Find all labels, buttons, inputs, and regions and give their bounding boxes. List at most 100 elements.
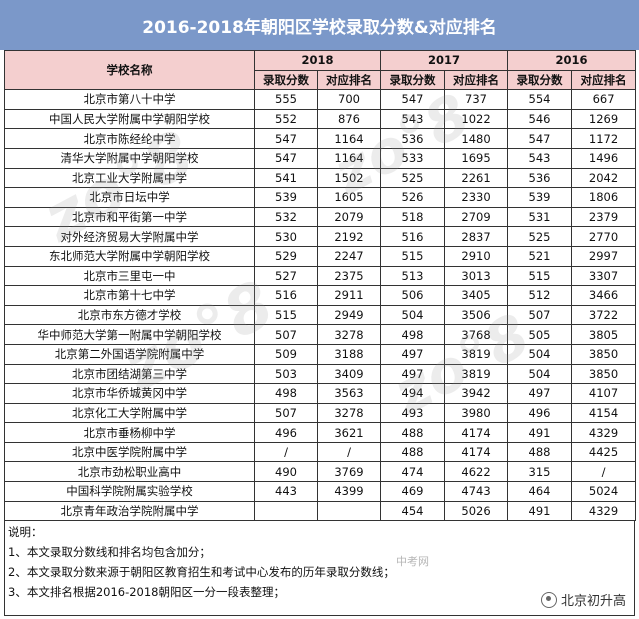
rank-2017-cell: 1695 bbox=[444, 147, 509, 169]
score-2016-cell: 525 bbox=[507, 226, 573, 247]
table-row: 北京青年政治学院附属中学 454 5026 491 4329 bbox=[4, 500, 637, 522]
rank-2018-cell: 3278 bbox=[316, 324, 382, 345]
rank-2017-cell: 4743 bbox=[444, 481, 509, 502]
table-row: 北京市和平街第一中学 532 2079 518 2709 531 2379 bbox=[4, 206, 637, 228]
score-2016-cell: 512 bbox=[507, 285, 573, 306]
score-2018-cell: 541 bbox=[254, 167, 318, 189]
rank-2016-cell: 4329 bbox=[571, 422, 637, 443]
rank-2018-cell: 2192 bbox=[316, 226, 382, 247]
rank-2016-cell: 4107 bbox=[571, 383, 637, 404]
school-name-header: 学校名称 bbox=[4, 49, 255, 91]
note-line: 2、本文录取分数来源于朝阳区教育招生和考试中心发布的历年录取分数线； bbox=[8, 565, 395, 579]
rank-2017-cell: 3768 bbox=[444, 324, 509, 345]
score-2017-cell: 474 bbox=[380, 461, 446, 483]
school-name-cell: 北京化工大学附属中学 bbox=[4, 402, 255, 424]
score-2017-cell: 454 bbox=[380, 500, 446, 522]
score-2016-cell: 497 bbox=[507, 383, 573, 404]
table-row: 北京市劲松职业高中 490 3769 474 4622 315/ bbox=[4, 461, 637, 483]
school-name-cell: 北京市华侨城黄冈中学 bbox=[4, 383, 255, 404]
score-2017-cell: 543 bbox=[380, 108, 446, 130]
rank-2018-cell: 2247 bbox=[316, 245, 382, 267]
brand-badge: 北京初升高 bbox=[540, 590, 626, 609]
score-2016-cell: 315 bbox=[507, 461, 573, 483]
score-2016-cell: 515 bbox=[507, 265, 573, 287]
table-row: 中国科学院附属实验学校 443 4399 469 4743 464 5024 bbox=[4, 481, 637, 502]
table-row: 北京市垂杨柳中学 496 3621 488 4174 491 4329 bbox=[4, 422, 637, 443]
rank-2018-cell: 1164 bbox=[316, 128, 382, 149]
rank-2017-cell: 3980 bbox=[444, 402, 509, 424]
score-2018-cell: 547 bbox=[254, 147, 318, 169]
score-2018-cell: 490 bbox=[254, 461, 318, 483]
score-2018-cell: 498 bbox=[254, 383, 318, 404]
score-2018-cell: 507 bbox=[254, 324, 318, 345]
score-2016-cell: 521 bbox=[507, 245, 573, 267]
rank-2016-cell: 3722 bbox=[571, 304, 637, 326]
watermark-text: 中考网 bbox=[396, 555, 429, 568]
rank-2017-cell: 2261 bbox=[444, 167, 509, 189]
school-name-cell: 北京中医学院附属中学 bbox=[4, 441, 255, 463]
table-row: 北京市东方德才学校 515 2949 504 3506 507 3722 bbox=[4, 304, 637, 326]
rank-2017-cell: 3405 bbox=[444, 285, 509, 306]
rank-2017-cell: 2910 bbox=[444, 245, 509, 267]
school-name-cell: 华中师范大学第一附属中学朝阳学校 bbox=[4, 324, 255, 345]
rank-2018-cell: / bbox=[316, 441, 382, 463]
score-2017-cell: 547 bbox=[380, 89, 446, 110]
score-2017-cell: 536 bbox=[380, 128, 446, 149]
table-row: 华中师范大学第一附属中学朝阳学校 507 3278 498 3768 505 3805 bbox=[4, 324, 637, 345]
school-name-cell: 北京市日坛中学 bbox=[4, 187, 255, 208]
score-header: 录取分数 bbox=[254, 69, 318, 91]
score-2016-cell: 507 bbox=[507, 304, 573, 326]
rank-2016-cell: 1496 bbox=[571, 147, 637, 169]
school-name-cell: 中国科学院附属实验学校 bbox=[4, 481, 255, 502]
table-row: 北京市第八十中学 555 700 547 737 554 667 bbox=[4, 89, 637, 110]
rank-2018-cell: 1605 bbox=[316, 187, 382, 208]
score-2017-cell: 525 bbox=[380, 167, 446, 189]
score-2017-cell: 488 bbox=[380, 441, 446, 463]
rank-2016-cell: 2770 bbox=[571, 226, 637, 247]
note-line: 3、本文排名根据2016-2018朝阳区一分一段表整理； bbox=[8, 585, 285, 599]
score-2017-cell: 494 bbox=[380, 383, 446, 404]
table-row: 中国人民大学附属中学朝阳学校 552 876 543 1022 546 1269 bbox=[4, 108, 637, 130]
rank-2017-cell: 5026 bbox=[444, 500, 509, 522]
school-name-cell: 清华大学附属中学朝阳学校 bbox=[4, 147, 255, 169]
rank-2018-cell: 3409 bbox=[316, 363, 382, 385]
score-2018-cell: 529 bbox=[254, 245, 318, 267]
rank-2016-cell: 3850 bbox=[571, 363, 637, 385]
score-2017-cell: 493 bbox=[380, 402, 446, 424]
score-2016-cell: 496 bbox=[507, 402, 573, 424]
score-2018-cell: 555 bbox=[254, 89, 318, 110]
rank-2016-cell: 3307 bbox=[571, 265, 637, 287]
rank-2017-cell: 4174 bbox=[444, 441, 509, 463]
rank-2017-cell: 3819 bbox=[444, 363, 509, 385]
score-2018-cell: 530 bbox=[254, 226, 318, 247]
score-2016-cell: 504 bbox=[507, 343, 573, 365]
rank-2018-cell: 2911 bbox=[316, 285, 382, 306]
school-name-cell: 北京第二外国语学院附属中学 bbox=[4, 343, 255, 365]
score-2018-cell: 507 bbox=[254, 402, 318, 424]
rank-2016-cell: 4154 bbox=[571, 402, 637, 424]
school-name-cell: 对外经济贸易大学附属中学 bbox=[4, 226, 255, 247]
school-name-cell: 东北师范大学附属中学朝阳学校 bbox=[4, 245, 255, 267]
rank-2017-cell: 1480 bbox=[444, 128, 509, 149]
year-header-2017: 2017 bbox=[380, 50, 509, 71]
rank-2018-cell: 3188 bbox=[316, 343, 382, 365]
rank-2016-cell: 3850 bbox=[571, 343, 637, 365]
score-2017-cell: 469 bbox=[380, 481, 446, 502]
rank-2017-cell: 2837 bbox=[444, 226, 509, 247]
score-2017-cell: 497 bbox=[380, 363, 446, 385]
table-row: 北京第二外国语学院附属中学 509 3188 497 3819 504 3850 bbox=[4, 343, 637, 365]
rank-2016-cell: 5024 bbox=[571, 481, 637, 502]
rank-2016-cell: 2997 bbox=[571, 245, 637, 267]
score-2016-cell: 491 bbox=[507, 500, 573, 522]
rank-2018-cell: 4399 bbox=[316, 481, 382, 502]
score-2016-cell: 531 bbox=[507, 206, 573, 228]
year-header-2016: 2016 bbox=[507, 50, 637, 71]
table-row: 对外经济贸易大学附属中学 530 2192 516 2837 525 2770 bbox=[4, 226, 637, 247]
school-name-cell: 北京市劲松职业高中 bbox=[4, 461, 255, 483]
table-row: 清华大学附属中学朝阳学校 547 1164 533 1695 543 1496 bbox=[4, 147, 637, 169]
school-name-cell: 北京市三里屯一中 bbox=[4, 265, 255, 287]
table-row: 北京化工大学附属中学 507 3278 493 3980 496 4154 bbox=[4, 402, 637, 424]
score-2016-cell: 491 bbox=[507, 422, 573, 443]
rank-2016-cell: 2379 bbox=[571, 206, 637, 228]
score-2017-cell: 526 bbox=[380, 187, 446, 208]
